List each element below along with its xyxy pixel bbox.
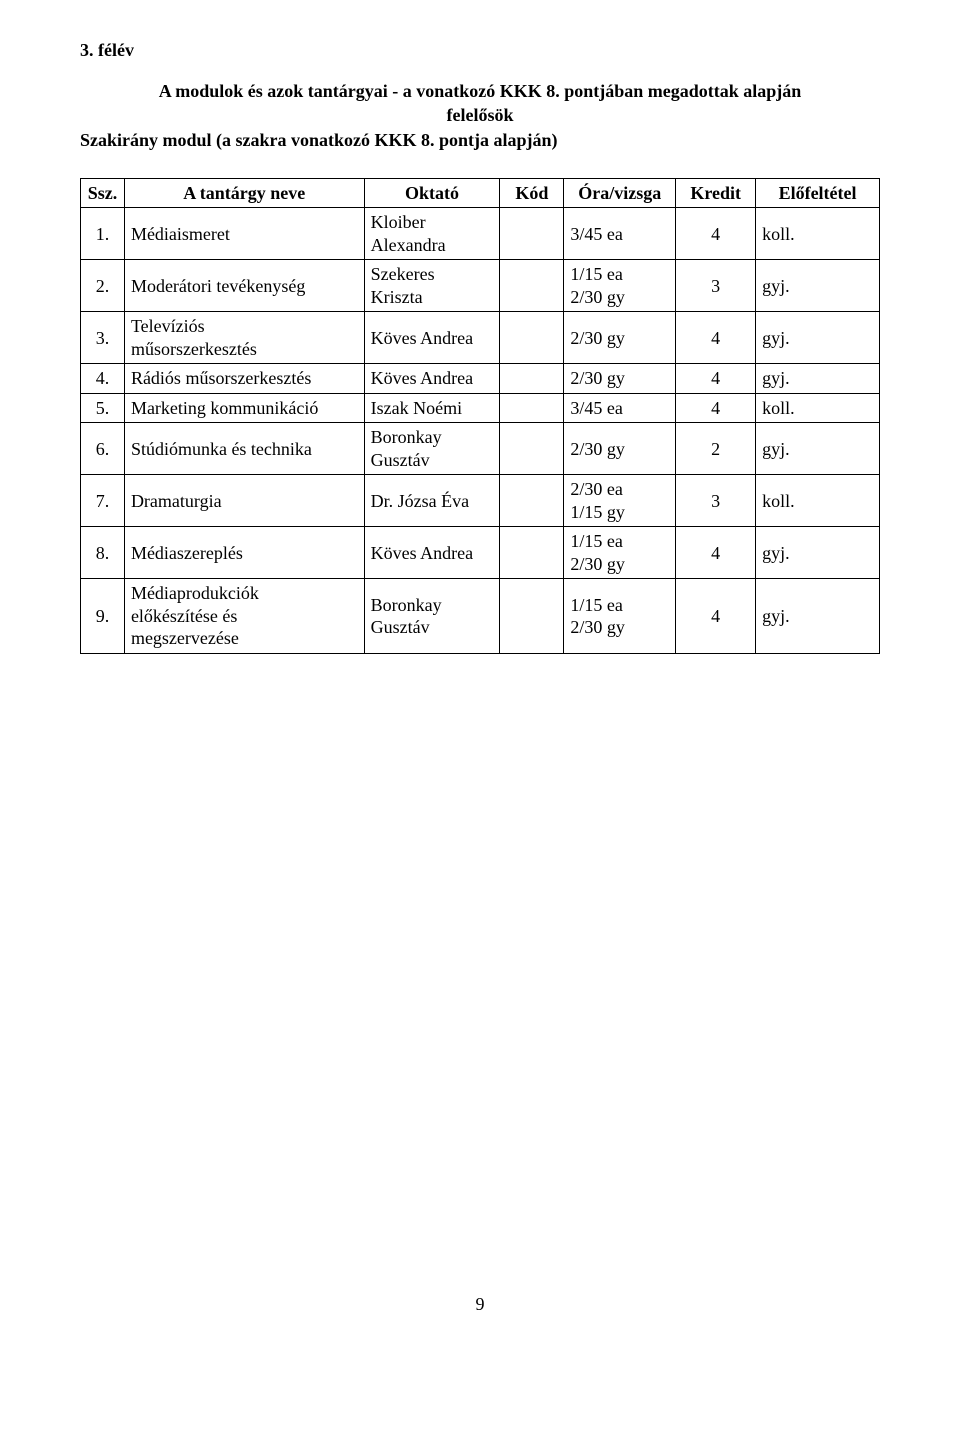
cell-num: 1. [81, 208, 125, 260]
table-row: 3.TelevíziósműsorszerkesztésKöves Andrea… [81, 312, 880, 364]
cell-name: Médiaprodukciókelőkészítése ésmegszervez… [124, 579, 364, 654]
cell-kredit: 4 [676, 208, 756, 260]
th-kredit: Kredit [676, 178, 756, 208]
cell-name: Dramaturgia [124, 475, 364, 527]
cell-elo: gyj. [756, 312, 880, 364]
table-row: 5.Marketing kommunikációIszak Noémi 3/45 … [81, 393, 880, 423]
cell-name: Médiaismeret [124, 208, 364, 260]
cell-name: Médiaszereplés [124, 527, 364, 579]
heading-line-3: Szakirány modul (a szakra vonatkozó KKK … [80, 128, 880, 152]
cell-kod [500, 393, 564, 423]
cell-oktato: KloiberAlexandra [364, 208, 500, 260]
th-ora: Óra/vizsga [564, 178, 676, 208]
cell-kod [500, 579, 564, 654]
cell-kod [500, 364, 564, 394]
cell-ora: 2/30 gy [564, 364, 676, 394]
cell-num: 6. [81, 423, 125, 475]
table-row: 6.Stúdiómunka és technikaBoronkayGusztáv… [81, 423, 880, 475]
cell-num: 7. [81, 475, 125, 527]
cell-num: 4. [81, 364, 125, 394]
heading-block: A modulok és azok tantárgyai - a vonatko… [80, 79, 880, 152]
section-title: 3. félév [80, 40, 880, 61]
cell-elo: koll. [756, 393, 880, 423]
th-okt: Oktató [364, 178, 500, 208]
cell-name: Stúdiómunka és technika [124, 423, 364, 475]
cell-ora: 2/30 gy [564, 312, 676, 364]
cell-ora: 1/15 ea2/30 gy [564, 527, 676, 579]
cell-elo: gyj. [756, 260, 880, 312]
cell-kredit: 2 [676, 423, 756, 475]
table-row: 8.MédiaszereplésKöves Andrea 1/15 ea2/30 … [81, 527, 880, 579]
cell-kredit: 3 [676, 475, 756, 527]
cell-oktato: Iszak Noémi [364, 393, 500, 423]
cell-elo: gyj. [756, 364, 880, 394]
cell-kod [500, 423, 564, 475]
cell-kod [500, 475, 564, 527]
cell-kod [500, 260, 564, 312]
cell-oktato: BoronkayGusztáv [364, 423, 500, 475]
cell-name: Moderátori tevékenység [124, 260, 364, 312]
cell-kredit: 4 [676, 393, 756, 423]
cell-elo: gyj. [756, 579, 880, 654]
cell-kredit: 4 [676, 312, 756, 364]
th-name: A tantárgy neve [124, 178, 364, 208]
cell-kod [500, 208, 564, 260]
cell-name: Televíziósműsorszerkesztés [124, 312, 364, 364]
cell-num: 5. [81, 393, 125, 423]
cell-num: 3. [81, 312, 125, 364]
cell-kredit: 4 [676, 579, 756, 654]
table-row: 4.Rádiós műsorszerkesztésKöves Andrea 2/3… [81, 364, 880, 394]
cell-kod [500, 312, 564, 364]
cell-ora: 2/30 ea1/15 gy [564, 475, 676, 527]
cell-ora: 1/15 ea2/30 gy [564, 579, 676, 654]
cell-ora: 1/15 ea2/30 gy [564, 260, 676, 312]
cell-oktato: Köves Andrea [364, 364, 500, 394]
cell-num: 9. [81, 579, 125, 654]
cell-ora: 3/45 ea [564, 393, 676, 423]
cell-oktato: Köves Andrea [364, 527, 500, 579]
cell-num: 2. [81, 260, 125, 312]
table-row: 9.Médiaprodukciókelőkészítése ésmegszerv… [81, 579, 880, 654]
cell-ora: 2/30 gy [564, 423, 676, 475]
th-elo: Előfeltétel [756, 178, 880, 208]
cell-oktato: SzekeresKriszta [364, 260, 500, 312]
heading-line-1: A modulok és azok tantárgyai - a vonatko… [80, 79, 880, 103]
cell-oktato: BoronkayGusztáv [364, 579, 500, 654]
table-row: 1.MédiaismeretKloiberAlexandra 3/45 ea4ko… [81, 208, 880, 260]
cell-kredit: 3 [676, 260, 756, 312]
cell-elo: gyj. [756, 527, 880, 579]
cell-name: Marketing kommunikáció [124, 393, 364, 423]
cell-elo: koll. [756, 475, 880, 527]
th-num: Ssz. [81, 178, 125, 208]
table-row: 2.Moderátori tevékenységSzekeresKriszta 1… [81, 260, 880, 312]
table-header-row: Ssz. A tantárgy neve Oktató Kód Óra/vizs… [81, 178, 880, 208]
cell-elo: koll. [756, 208, 880, 260]
cell-ora: 3/45 ea [564, 208, 676, 260]
cell-name: Rádiós műsorszerkesztés [124, 364, 364, 394]
course-table: Ssz. A tantárgy neve Oktató Kód Óra/vizs… [80, 178, 880, 654]
table-row: 7.DramaturgiaDr. Józsa Éva 2/30 ea1/15 gy… [81, 475, 880, 527]
cell-kredit: 4 [676, 364, 756, 394]
cell-num: 8. [81, 527, 125, 579]
heading-line-2: felelősök [80, 103, 880, 127]
cell-elo: gyj. [756, 423, 880, 475]
th-kod: Kód [500, 178, 564, 208]
cell-kod [500, 527, 564, 579]
cell-oktato: Dr. Józsa Éva [364, 475, 500, 527]
cell-kredit: 4 [676, 527, 756, 579]
cell-oktato: Köves Andrea [364, 312, 500, 364]
page-number: 9 [80, 1294, 880, 1315]
spacer [80, 152, 880, 178]
